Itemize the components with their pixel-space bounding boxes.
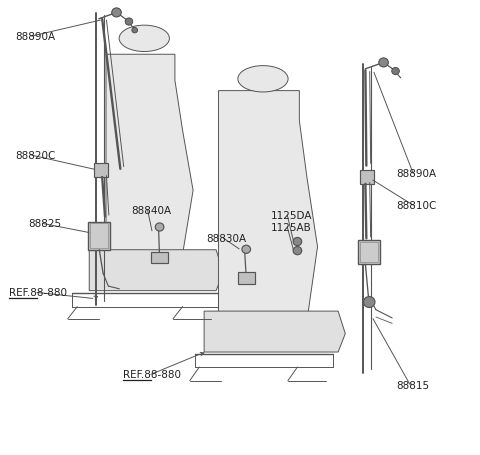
Text: 88810C: 88810C xyxy=(396,201,437,211)
Circle shape xyxy=(132,28,138,34)
Circle shape xyxy=(112,9,121,18)
Polygon shape xyxy=(218,91,318,320)
Ellipse shape xyxy=(238,66,288,93)
Circle shape xyxy=(242,246,251,254)
Text: 88890A: 88890A xyxy=(396,169,437,179)
Circle shape xyxy=(156,223,164,232)
Text: 88820C: 88820C xyxy=(15,151,55,161)
Text: 88840A: 88840A xyxy=(131,205,171,215)
Bar xyxy=(238,273,255,285)
Bar xyxy=(360,171,374,184)
Bar xyxy=(151,252,168,264)
Circle shape xyxy=(379,59,388,68)
Polygon shape xyxy=(89,250,223,291)
Text: REF.88-880: REF.88-880 xyxy=(123,369,181,379)
Text: REF.88-880: REF.88-880 xyxy=(9,288,67,298)
Circle shape xyxy=(392,68,399,76)
Bar xyxy=(94,164,108,177)
Bar xyxy=(358,240,380,265)
Circle shape xyxy=(293,238,302,246)
Text: 1125DA: 1125DA xyxy=(271,211,312,221)
Polygon shape xyxy=(204,311,345,352)
Text: 88815: 88815 xyxy=(396,380,430,390)
Polygon shape xyxy=(106,55,193,255)
Text: 1125AB: 1125AB xyxy=(271,222,312,233)
Text: 88890A: 88890A xyxy=(15,32,55,42)
Bar xyxy=(360,242,378,263)
Bar xyxy=(90,224,108,248)
Ellipse shape xyxy=(119,26,169,52)
Circle shape xyxy=(293,247,302,255)
Bar xyxy=(88,222,110,250)
Circle shape xyxy=(125,19,133,26)
Text: 88825: 88825 xyxy=(28,219,61,229)
Circle shape xyxy=(363,297,375,308)
Text: 88830A: 88830A xyxy=(206,233,247,243)
